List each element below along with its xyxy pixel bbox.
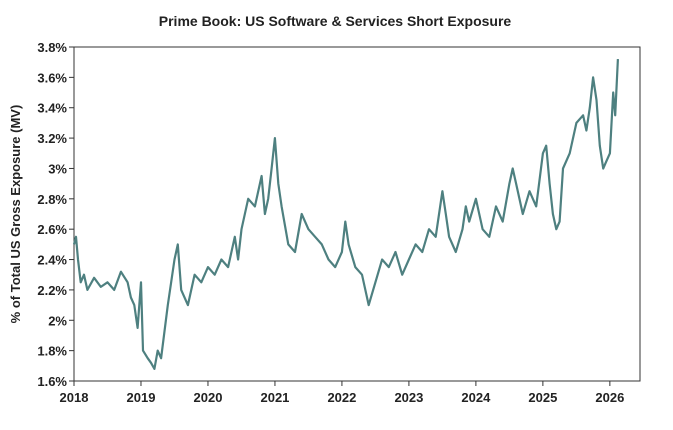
y-tick-label: 2% xyxy=(48,313,67,328)
y-axis-label: % of Total US Gross Exposure (MV) xyxy=(8,105,23,324)
plot-frame xyxy=(73,46,641,382)
y-tick-label: 2.8% xyxy=(37,192,67,207)
data-line xyxy=(72,59,619,370)
y-tick-label: 3.2% xyxy=(37,131,67,146)
x-tick-label: 2023 xyxy=(394,390,423,405)
x-tick-label: 2025 xyxy=(528,390,557,405)
y-tick-label: 3.6% xyxy=(37,70,67,85)
x-tick-label: 2022 xyxy=(327,390,356,405)
y-tick-label: 3.8% xyxy=(37,40,67,55)
x-tick-label: 2021 xyxy=(260,390,289,405)
y-tick-label: 2.6% xyxy=(37,222,67,237)
y-tick-label: 2.4% xyxy=(37,253,67,268)
y-tick-label: 3% xyxy=(48,161,67,176)
y-tick-label: 3.4% xyxy=(37,101,67,116)
x-tick-label: 2020 xyxy=(194,390,223,405)
x-tick-label: 2024 xyxy=(461,390,491,405)
x-tick-label: 2026 xyxy=(595,390,624,405)
x-tick-label: 2019 xyxy=(127,390,156,405)
y-tick-label: 2.2% xyxy=(37,283,67,298)
y-tick-label: 1.6% xyxy=(37,374,67,389)
x-tick-label: 2018 xyxy=(60,390,89,405)
chart-title: Prime Book: US Software & Services Short… xyxy=(159,13,512,29)
y-tick-label: 1.8% xyxy=(37,344,67,359)
